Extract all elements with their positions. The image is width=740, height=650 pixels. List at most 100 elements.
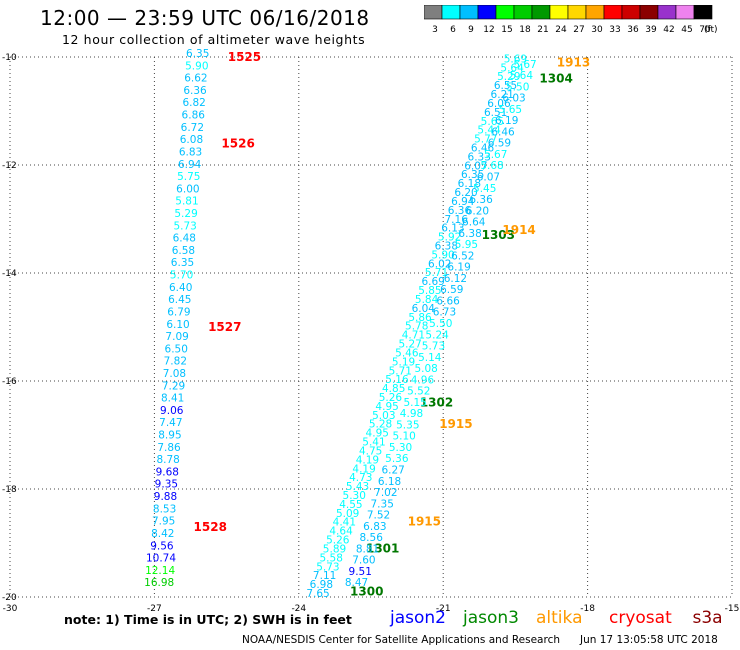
altika-swh-value: 5.30 bbox=[389, 442, 412, 454]
jason3-swh-value: 5.89 bbox=[323, 543, 346, 555]
jason3-swh-value: 5.09 bbox=[336, 508, 359, 520]
jason3-swh-value: 6.06 bbox=[487, 98, 511, 110]
cryosat-swh-value: 6.86 bbox=[182, 110, 206, 122]
altika-swh-value: 5.14 bbox=[418, 352, 442, 364]
jason3-swh-value: 6.02 bbox=[428, 258, 451, 270]
altika-swh-value: 5.52 bbox=[407, 386, 430, 398]
jason3-swh-value: 5.90 bbox=[431, 249, 454, 261]
lon-tick-label: -30 bbox=[3, 604, 18, 614]
altika-swh-value: 9.51 bbox=[349, 566, 372, 578]
jason3-swh-value: 5.26 bbox=[379, 392, 403, 404]
colorbar-label: 36 bbox=[627, 25, 639, 35]
satellite-legend-jason3: jason3 bbox=[463, 608, 519, 628]
altika-swh-value: 6.07 bbox=[477, 171, 500, 183]
jason3-swh-value: 5.58 bbox=[320, 552, 343, 564]
altika-swh-value: 6.19 bbox=[495, 115, 518, 127]
altika-swh-value: 4.98 bbox=[400, 408, 423, 420]
jason3-swh-value: 6.38 bbox=[435, 241, 458, 253]
cryosat-swh-value: 12.14 bbox=[145, 565, 175, 577]
colorbar-label: 39 bbox=[645, 25, 657, 35]
lat-tick-label: -12 bbox=[2, 161, 17, 171]
cryosat-swh-value: 7.47 bbox=[159, 417, 182, 429]
altika-swh-value: 8.56 bbox=[360, 532, 384, 544]
footer-note: note: 1) Time is in UTC; 2) SWH is in fe… bbox=[64, 612, 352, 627]
cryosat-swh-value: 6.45 bbox=[168, 294, 191, 306]
altika-swh-value: 6.19 bbox=[447, 262, 470, 274]
cryosat-time-label: 1528 bbox=[194, 520, 227, 534]
jason3-swh-value: 4.73 bbox=[349, 472, 372, 484]
cryosat-swh-value: 5.73 bbox=[173, 220, 196, 232]
altika-swh-value: 6.59 bbox=[488, 138, 511, 150]
altika-swh-value: 7.02 bbox=[374, 487, 397, 499]
axis-ticks: -30 -27 -24 -21 -18 -15 -10 -12 -14 -16 -18 -20 bbox=[2, 53, 739, 614]
altika-swh-value: 6.27 bbox=[381, 465, 404, 477]
cryosat-swh-value: 6.72 bbox=[181, 122, 204, 134]
altika-time-label: 1914 bbox=[502, 223, 535, 237]
cryosat-swh-value: 9.06 bbox=[160, 405, 184, 417]
jason3-swh-value: 4.71 bbox=[402, 330, 425, 342]
lat-tick-label: -18 bbox=[2, 485, 17, 495]
cryosat-swh-value: 7.82 bbox=[164, 356, 187, 368]
cryosat-swh-value: 5.70 bbox=[170, 270, 193, 282]
altika-swh-value: 5.67 bbox=[484, 149, 507, 161]
altika-swh-value: 5.15 bbox=[403, 397, 426, 409]
altika-swh-value: 6.18 bbox=[378, 476, 401, 488]
altika-swh-value: 6.46 bbox=[491, 126, 515, 138]
jason3-swh-value: 4.41 bbox=[333, 517, 356, 529]
altika-swh-value: 5.36 bbox=[385, 453, 409, 465]
jason3-swh-value: 5.85 bbox=[418, 285, 441, 297]
altika-swh-value: 7.52 bbox=[367, 510, 390, 522]
altika-time-label: 1915 bbox=[439, 417, 472, 431]
jason3-swh-value: 5.77 bbox=[474, 134, 497, 146]
altika-swh-value: 6.66 bbox=[436, 295, 460, 307]
jason3-swh-value: 6.69 bbox=[421, 276, 444, 288]
jason3-swh-value: 4.85 bbox=[382, 383, 405, 395]
satellite-legend-s3a: s3a bbox=[692, 608, 723, 628]
cryosat-swh-value: 6.50 bbox=[165, 343, 188, 355]
cryosat-swh-value: 8.78 bbox=[156, 454, 179, 466]
cryosat-swh-value: 6.10 bbox=[166, 319, 189, 331]
jason3-swh-value: 5.26 bbox=[326, 535, 350, 547]
jason3-swh-value: 6.20 bbox=[454, 187, 477, 199]
jason3-time-label: 1301 bbox=[366, 541, 399, 555]
colorbar-label: 6 bbox=[450, 25, 456, 35]
jason3-swh-value: 5.71 bbox=[389, 365, 412, 377]
jason3-swh-value: 5.46 bbox=[395, 347, 419, 359]
jason3-swh-value: 5.27 bbox=[398, 339, 421, 351]
lon-tick-label: -21 bbox=[436, 604, 451, 614]
cryosat-swh-value: 6.79 bbox=[167, 306, 190, 318]
jason3-swh-value: 6.35 bbox=[461, 169, 484, 181]
map-grid bbox=[9, 56, 733, 598]
jason3-swh-value: 6.94 bbox=[451, 196, 475, 208]
altika-swh-value: 6.12 bbox=[444, 273, 467, 285]
cryosat-swh-value: 7.09 bbox=[165, 331, 188, 343]
cryosat-swh-value: 8.41 bbox=[161, 393, 184, 405]
altika-swh-value: 6.03 bbox=[502, 93, 525, 105]
colorbar-label: 24 bbox=[555, 25, 567, 35]
colorbar-label: 21 bbox=[537, 25, 548, 35]
cryosat-swh-value: 5.75 bbox=[177, 171, 200, 183]
altika-swh-value: 6.59 bbox=[440, 284, 463, 296]
altika-swh-value: 7.60 bbox=[352, 555, 375, 567]
colorbar-swatch bbox=[693, 5, 713, 20]
lon-tick-label: -27 bbox=[147, 604, 162, 614]
colorbar-label: 27 bbox=[573, 25, 584, 35]
altika-swh-value: 7.35 bbox=[371, 498, 394, 510]
cryosat-swh-value: 10.74 bbox=[146, 553, 176, 565]
jason3-swh-value: 6.51 bbox=[484, 107, 507, 119]
jason3-swh-value: 5.92 bbox=[438, 232, 461, 244]
jason3-swh-value: 5.84 bbox=[415, 294, 439, 306]
altika-swh-value: 6.36 bbox=[469, 194, 493, 206]
jason3-swh-value: 5.30 bbox=[343, 490, 366, 502]
cryosat-swh-value: 9.88 bbox=[154, 491, 177, 503]
altika-time-label: 1913 bbox=[557, 55, 590, 69]
colorbar-label: 3 bbox=[432, 25, 438, 35]
cryosat-swh-value: 8.42 bbox=[151, 528, 174, 540]
cryosat-swh-value: 8.95 bbox=[158, 430, 181, 442]
cryosat-time-label: 1527 bbox=[208, 320, 241, 334]
altika-swh-value: 8.81 bbox=[356, 543, 379, 555]
cryosat-swh-value: 7.86 bbox=[157, 442, 181, 454]
jason3-swh-value: 6.36 bbox=[448, 205, 472, 217]
jason3-swh-value: 5.28 bbox=[369, 419, 392, 431]
